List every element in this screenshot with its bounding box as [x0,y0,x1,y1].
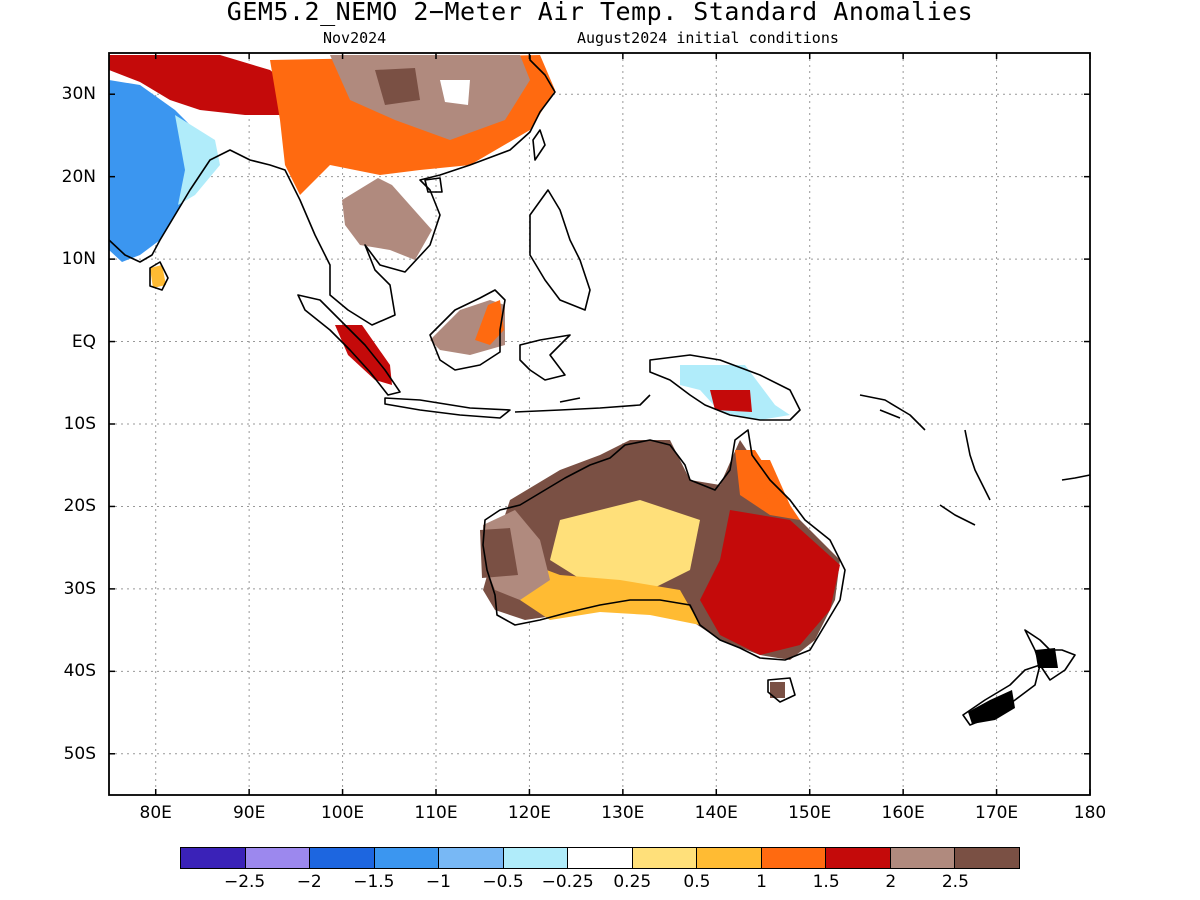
coast-new-guinea [649,354,801,421]
coast-sulawesi [519,334,571,381]
coast-asia-mainland [108,55,556,326]
x-tick-label: 80E [139,803,172,823]
anomaly-cape-york [752,460,790,505]
x-tick-label: 150E [788,803,832,823]
coast-new-caledonia [939,504,976,526]
coast-solomon-islands [859,394,926,431]
chart-title: GEM5.2_NEMO 2−Meter Air Temp. Standard A… [226,0,974,26]
x-tick-label: 110E [414,803,458,823]
colorbar-label: 0.25 [613,872,652,892]
chart-subtitle-month: Nov2024 [323,29,387,47]
colorbar-box [439,848,504,868]
colorbar-label: −1 [425,872,451,892]
anomaly-tibet-core [440,80,470,105]
y-tick-label: 50S [63,743,96,764]
colorbar-box [181,848,246,868]
colorbar-box [890,848,956,868]
anomaly-png-highlands [710,390,752,412]
axis-ticks [109,53,1091,795]
x-tick-label: 90E [232,803,266,823]
colorbar-label: −2 [296,872,322,892]
x-tick-label: 180 [1073,803,1107,823]
colorbar-label: −2.5 [223,872,266,892]
y-tick-label: 20N [61,166,96,187]
coast-new-zealand-south [962,664,1041,726]
anomaly-sichuan [375,68,420,105]
map-frame [108,52,1091,796]
gridlines [109,53,1090,795]
y-tick-label: 20S [63,496,96,517]
y-tick-label: EQ [71,331,96,352]
anomaly-ne-borneo [475,300,504,345]
y-tick-label: 10S [63,414,96,434]
colorbar-label: 0.5 [683,872,711,892]
coast-lesser-sunda [514,394,651,413]
colorbar-label: −1.5 [353,872,395,892]
colorbar-label: 2 [885,872,897,892]
x-tick-label: 100E [320,803,365,823]
coast-new-zealand-north [1024,629,1076,681]
y-tick-label: 30N [61,84,96,105]
coast-vanuatu [964,429,991,501]
anomaly-new-zealand-north [1035,648,1058,668]
colorbar-box [761,848,827,868]
x-tick-label: 120E [507,803,552,823]
coast-java [384,397,511,419]
anomaly-eastern-australia [700,510,840,655]
y-tick-label: 10N [61,249,96,270]
colorbar-label: 2.5 [941,872,969,892]
colorbar-box [568,848,633,868]
coast-borneo [429,289,506,371]
chart-subtitle-init: August2024 initial conditions [577,29,839,47]
colorbar-label: 1 [756,872,767,892]
coastlines [108,55,1091,726]
anomaly-sri-lanka [150,265,166,288]
anomaly-indochina [342,178,432,260]
colorbar-box [503,848,569,868]
colorbar-box [955,848,1019,868]
coast-tasmania [767,677,796,703]
anomaly-himalaya [109,55,300,115]
coast-sumatra [297,294,401,396]
colorbar-box [374,848,440,868]
anomaly-tasmania [770,682,785,698]
anomaly-fills [109,55,1058,724]
x-tick-label: 130E [601,803,645,823]
y-tick-label: 40S [63,661,96,682]
coast-australia [482,429,846,661]
coast-sri-lanka [149,261,169,291]
anomaly-shark-bay [480,528,518,578]
coast-taiwan [532,129,546,161]
colorbar-label: −0.5 [482,872,524,892]
x-tick-label: 140E [694,803,738,823]
anomaly-central-australia [550,500,700,590]
colorbar-label: 1.5 [812,872,840,892]
coast-hainan [424,177,443,193]
colorbar-box [245,848,311,868]
colorbar-label: −0.25 [541,872,594,892]
colorbar-box [697,848,762,868]
colorbar [180,847,1020,869]
anomaly-sumatra [335,325,392,385]
anomaly-new-zealand-south [968,690,1015,724]
coast-philippines [529,189,591,311]
anomaly-india-coast [175,115,220,205]
colorbar-box [632,848,698,868]
x-tick-label: 170E [974,803,1019,823]
colorbar-box [826,848,891,868]
y-tick-label: 30S [63,578,96,599]
coast-fiji [1061,474,1091,481]
anomaly-south-australia [520,560,700,625]
x-tick-label: 160E [881,803,925,823]
colorbar-box [310,848,375,868]
